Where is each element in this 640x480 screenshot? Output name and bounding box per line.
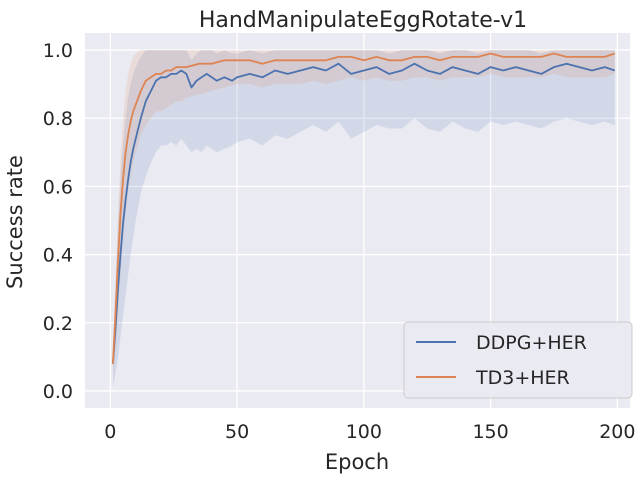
x-tick-label: 50 [225,421,249,443]
grid-lines [85,33,630,408]
x-axis-label: Epoch [325,450,389,474]
line-ddpg-her [112,62,616,364]
y-tick-label: 1.0 [43,40,73,62]
x-tick-label: 200 [599,421,635,443]
band-ddpg-her [112,50,615,388]
y-tick-label: 0.4 [43,245,73,267]
line-td3-her [112,52,616,364]
y-tick-label: 0.2 [43,313,73,335]
y-tick-label: 0.8 [43,108,73,130]
legend-label-ddpg-her: DDPG+HER [476,332,587,354]
y-tick-label: 0.6 [43,176,73,198]
legend-box [403,321,633,399]
confidence-bands [112,50,615,388]
legend-label-td3-her: TD3+HER [475,367,570,389]
series-lines [112,52,616,364]
y-tick-labels: 0.0 0.2 0.4 0.6 0.8 1.0 [43,40,73,403]
band-td3-her [112,50,615,374]
legend: DDPG+HER TD3+HER [403,321,633,399]
x-tick-label: 100 [346,421,382,443]
y-tick-label: 0.0 [43,381,73,403]
chart-title: HandManipulateEggRotate-v1 [199,8,527,33]
x-tick-label: 150 [472,421,508,443]
x-tick-labels: 0 50 100 150 200 [104,421,635,443]
y-axis-label: Success rate [3,155,27,289]
x-tick-label: 0 [104,421,116,443]
